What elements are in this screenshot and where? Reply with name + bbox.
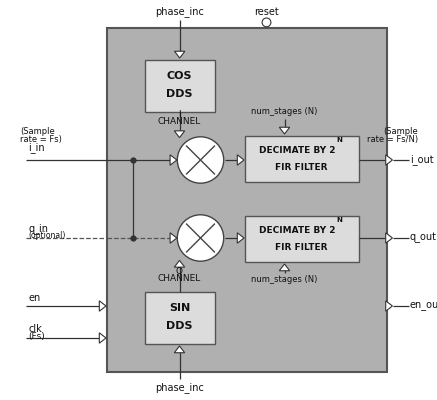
Text: DECIMATE BY 2: DECIMATE BY 2	[259, 146, 336, 155]
Text: clk: clk	[28, 324, 42, 334]
Text: num_stages (N): num_stages (N)	[251, 108, 318, 116]
Text: q_out: q_out	[410, 233, 437, 243]
Text: i_in: i_in	[28, 142, 45, 154]
Text: CHANNEL: CHANNEL	[158, 117, 201, 126]
Text: FIR FILTER: FIR FILTER	[275, 162, 328, 172]
Text: phase_inc: phase_inc	[155, 6, 204, 18]
Text: N: N	[336, 217, 343, 223]
Polygon shape	[174, 260, 185, 267]
Circle shape	[177, 137, 224, 183]
Polygon shape	[386, 233, 392, 243]
Text: SIN: SIN	[169, 303, 190, 313]
Polygon shape	[237, 233, 244, 243]
Polygon shape	[174, 131, 185, 138]
Text: num_stages (N): num_stages (N)	[251, 276, 318, 284]
Polygon shape	[237, 155, 244, 165]
Circle shape	[262, 18, 271, 27]
Text: Q: Q	[176, 267, 183, 276]
Polygon shape	[174, 346, 185, 353]
Text: COS: COS	[167, 71, 192, 81]
FancyBboxPatch shape	[244, 216, 358, 262]
Text: DECIMATE BY 2: DECIMATE BY 2	[259, 226, 336, 235]
FancyBboxPatch shape	[145, 60, 215, 112]
Polygon shape	[170, 155, 177, 165]
Text: (Fs): (Fs)	[28, 332, 45, 341]
Text: rate = Fs): rate = Fs)	[21, 135, 62, 144]
Circle shape	[177, 215, 224, 261]
Text: (Sample: (Sample	[21, 128, 55, 136]
Text: phase_inc: phase_inc	[155, 382, 204, 394]
Polygon shape	[174, 51, 185, 58]
Polygon shape	[386, 155, 392, 165]
Text: N: N	[336, 137, 343, 143]
Polygon shape	[99, 333, 106, 343]
Polygon shape	[99, 301, 106, 311]
Text: reset: reset	[254, 7, 279, 17]
Text: I: I	[178, 110, 181, 119]
Text: rate = Fs/N): rate = Fs/N)	[367, 135, 418, 144]
Polygon shape	[386, 301, 392, 311]
Text: q_in: q_in	[28, 223, 49, 234]
Text: en_out: en_out	[410, 301, 437, 311]
Text: DDS: DDS	[166, 321, 193, 331]
FancyBboxPatch shape	[244, 136, 358, 182]
Text: (Sample: (Sample	[383, 128, 418, 136]
FancyBboxPatch shape	[107, 28, 386, 372]
Text: DDS: DDS	[166, 89, 193, 99]
Text: i_out: i_out	[410, 154, 434, 166]
Polygon shape	[279, 127, 290, 134]
Text: (optional): (optional)	[28, 232, 66, 240]
Text: CHANNEL: CHANNEL	[158, 274, 201, 283]
Text: FIR FILTER: FIR FILTER	[275, 242, 328, 252]
Polygon shape	[279, 264, 290, 271]
Polygon shape	[170, 233, 177, 243]
Text: en: en	[28, 293, 41, 303]
FancyBboxPatch shape	[145, 292, 215, 344]
